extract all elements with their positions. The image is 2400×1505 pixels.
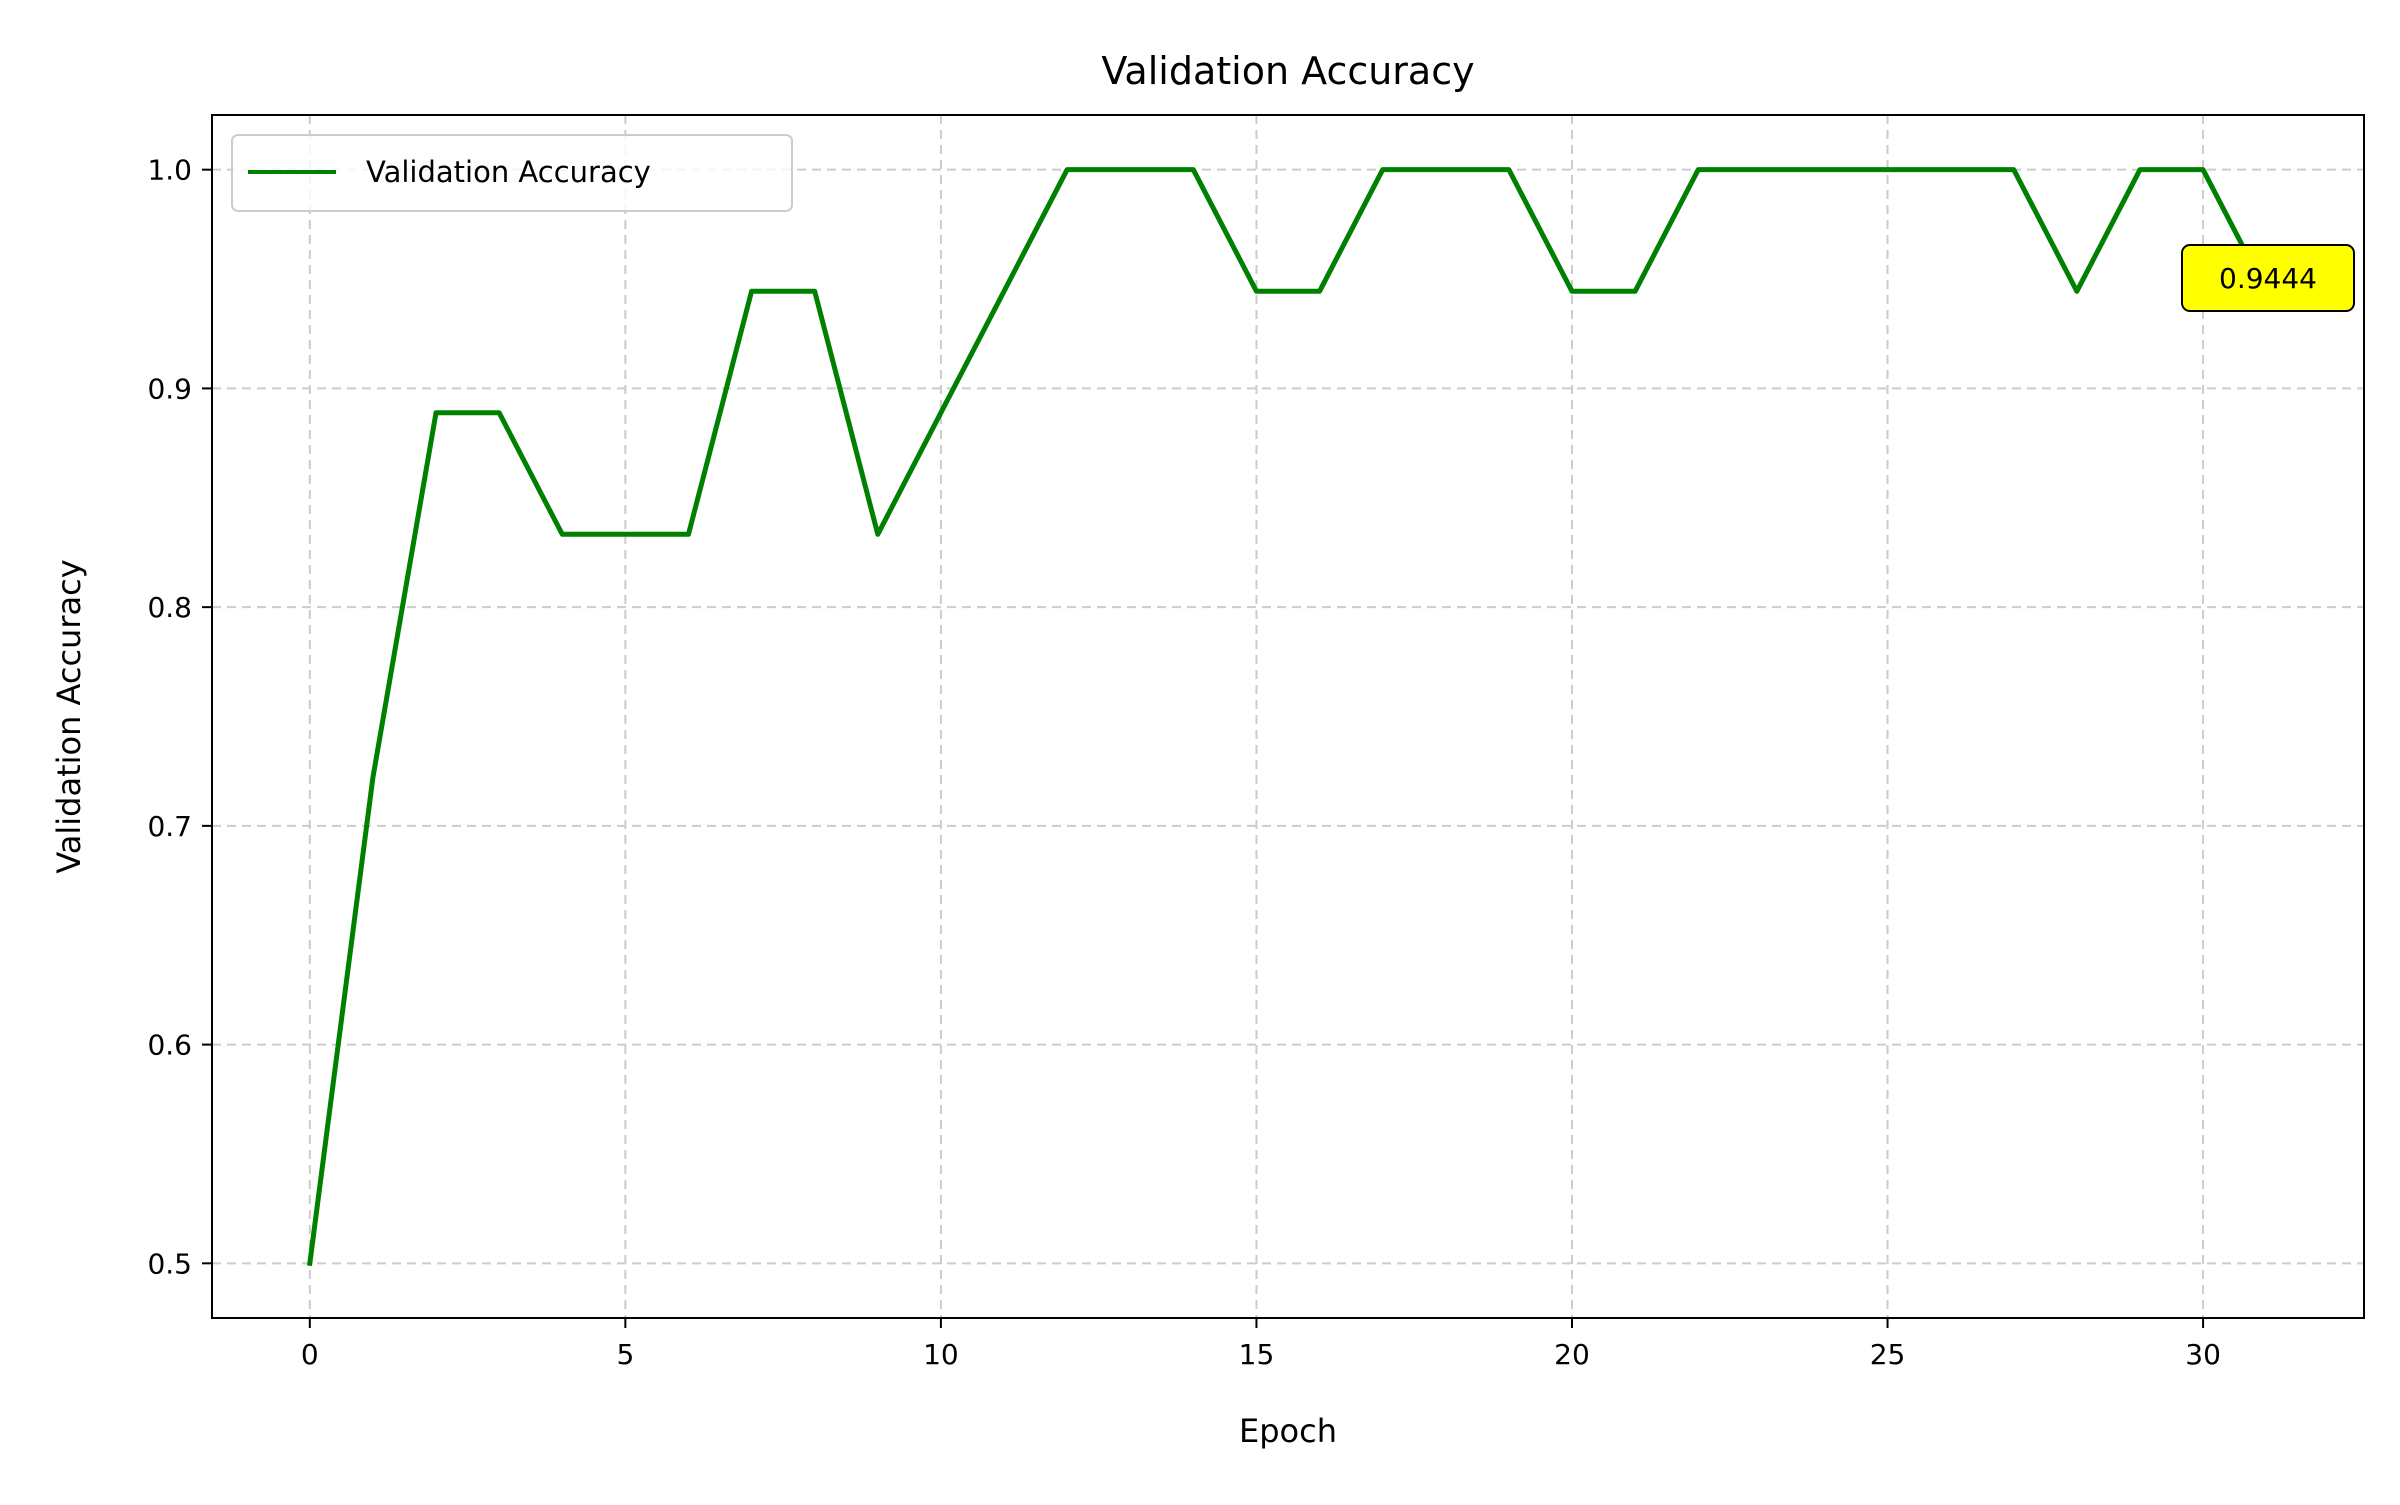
last-value-annotation: 0.9444	[2181, 244, 2355, 312]
y-tick-label: 0.6	[147, 1029, 192, 1062]
chart-title: Validation Accuracy	[1101, 49, 1474, 93]
x-tick-label: 5	[616, 1338, 634, 1371]
y-tick-label: 1.0	[147, 154, 192, 187]
legend-label-validation-accuracy: Validation Accuracy	[366, 155, 651, 189]
x-tick-label: 10	[923, 1338, 959, 1371]
data-series	[307, 167, 2270, 1267]
x-tick-label: 20	[1554, 1338, 1590, 1371]
x-tick-label: 30	[2185, 1338, 2221, 1371]
x-axis-label: Epoch	[1239, 1412, 1337, 1450]
y-tick-label: 0.7	[147, 810, 192, 843]
y-axis-label: Validation Accuracy	[50, 559, 88, 873]
x-tick-label: 0	[301, 1338, 319, 1371]
y-tick-label: 0.9	[147, 372, 192, 405]
y-tick-label: 0.5	[147, 1247, 192, 1280]
annotation-label: 0.9444	[2219, 262, 2317, 295]
x-tick-label: 15	[1239, 1338, 1275, 1371]
legend-box	[231, 134, 793, 212]
series-line-validation-accuracy	[307, 167, 2270, 1267]
annotation-box	[2181, 244, 2355, 312]
y-tick-label: 0.8	[147, 591, 192, 624]
axis-ticks: 0 5 10 15 20 25 30 0.5 0.6 0.7 0.8 0.9 1.0	[147, 154, 2220, 1371]
legend: Validation Accuracy	[231, 134, 793, 212]
x-tick-label: 25	[1870, 1338, 1906, 1371]
plot-area-frame	[211, 114, 2365, 1319]
